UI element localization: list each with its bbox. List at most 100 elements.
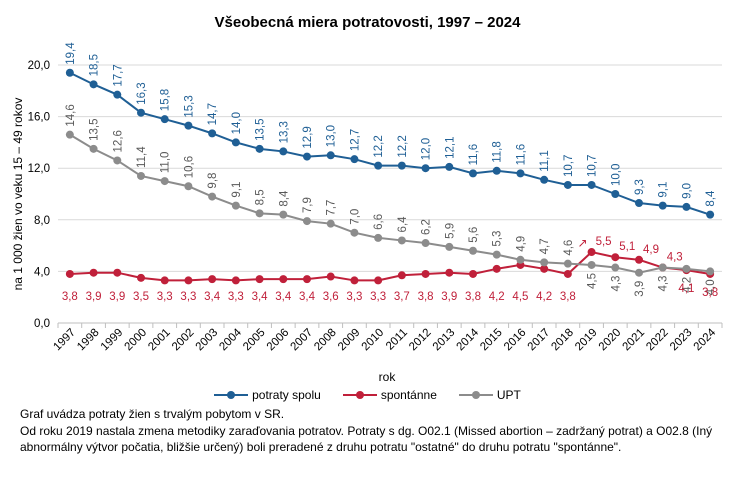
legend-item-spontanne: spontánne [342,388,437,402]
footnote-line-2: Od roku 2019 nastala zmena metodiky zara… [20,423,713,455]
data-label-total: 11,1 [539,150,551,172]
legend-item-upt: UPT [458,388,521,402]
series-line-2 [69,133,711,274]
legend-item-potraty-spolu: potraty spolu [214,388,321,402]
x-tick-label: 2013 [431,327,458,354]
data-point-2 [587,260,596,269]
data-point-2 [421,239,430,248]
data-label-spontanne: 3,3 [180,291,196,303]
x-tick-label: 2022 [644,327,671,354]
data-point-0 [350,155,359,164]
series-line-0 [69,71,711,216]
data-label-total: 18,5 [89,54,101,76]
x-tick-label: 2006 [265,327,292,354]
x-tick-label: 2015 [478,327,505,354]
data-point-2 [184,182,193,191]
data-label-upt: 4,3 [610,276,622,292]
data-label-upt: 8,4 [278,190,290,207]
data-point-2 [160,177,169,186]
data-label-upt: 12,6 [112,130,124,152]
data-label-upt: 14,6 [65,104,77,126]
y-tick-label: 8,0 [34,215,50,227]
data-point-1 [231,276,240,285]
data-label-total: 8,4 [705,190,717,207]
x-tick-label: 2020 [597,327,624,354]
data-point-1 [350,276,359,285]
data-label-upt: 13,5 [89,118,101,140]
data-point-1 [421,269,430,278]
data-label-spontanne: 3,4 [204,291,221,303]
data-point-1 [635,255,643,264]
data-label-spontanne: 5,5 [596,236,612,248]
legend: potraty spolu spontánne UPT [0,386,735,404]
data-point-2 [445,242,454,251]
legend-label-spontanne: spontánne [380,388,437,402]
data-label-spontanne: 3,8 [418,291,434,303]
data-point-1 [563,269,572,278]
data-point-1 [469,269,477,278]
data-label-total: 9,1 [658,182,670,198]
data-label-total: 11,6 [515,144,527,166]
data-label-upt: 6,6 [373,214,385,230]
data-point-2 [255,209,264,218]
data-point-2 [208,192,217,201]
data-point-0 [658,201,667,210]
data-label-upt: 4,7 [539,238,551,254]
data-label-total: 14,0 [231,112,243,134]
x-tick-label: 2002 [170,327,197,354]
footnote: Graf uvádza potraty žien s trvalým pobyt… [20,406,720,456]
data-point-0 [374,161,383,170]
data-label-upt: 11,4 [136,146,148,168]
data-point-1 [184,276,193,285]
data-label-total: 13,3 [278,121,290,143]
data-point-1 [540,264,549,273]
data-label-upt: 6,4 [397,216,409,233]
data-label-upt: 5,9 [444,223,456,239]
data-label-upt: 10,6 [183,156,195,178]
data-point-0 [421,164,430,173]
data-label-total: 13,5 [255,118,267,140]
data-point-1 [587,248,596,257]
data-label-spontanne: 3,9 [441,291,457,303]
y-tick-label: 20,0 [28,60,50,72]
x-tick-label: 2000 [123,327,150,354]
data-point-1 [374,276,383,285]
x-tick-label: 2008 [312,327,339,354]
x-tick-label: 2003 [194,327,221,354]
data-label-upt: 5,3 [492,231,504,247]
data-label-total: 15,8 [160,89,172,111]
data-label-upt: 3,9 [634,281,646,297]
legend-swatch-spontanne [342,390,377,400]
x-tick-label: 2007 [289,327,316,354]
data-label-spontanne: 3,3 [228,291,244,303]
data-point-1 [303,275,311,284]
data-point-0 [326,151,335,160]
data-label-spontanne: 3,9 [86,291,102,303]
data-label-spontanne: 3,4 [252,291,269,303]
data-label-total: 9,3 [634,179,646,195]
data-label-total: 12,2 [373,135,385,157]
data-label-spontanne: 4,2 [489,291,505,303]
data-label-spontanne: 3,8 [62,291,78,303]
x-tick-label: 2023 [668,327,695,354]
x-tick-label: 2019 [573,327,600,354]
data-label-total: 12,2 [397,135,409,157]
data-label-spontanne: 3,7 [394,291,410,303]
data-label-spontanne: 5,1 [619,241,635,253]
data-label-spontanne: 3,3 [370,291,386,303]
data-point-2 [65,130,74,139]
x-tick-label: 2021 [621,327,648,354]
data-point-2 [635,268,643,277]
data-label-total: 12,7 [349,129,361,151]
data-label-spontanne: 3,8 [702,287,718,299]
data-label-total: 11,8 [492,141,504,163]
data-label-total: 10,7 [563,155,575,177]
data-point-1 [611,253,620,262]
data-label-total: 13,0 [326,125,338,147]
legend-label-potraty-spolu: potraty spolu [252,388,321,402]
data-label-spontanne: 4,5 [512,291,528,303]
data-label-upt: 6,2 [421,219,433,235]
data-point-0 [231,138,240,147]
data-label-spontanne: 3,8 [560,291,576,303]
